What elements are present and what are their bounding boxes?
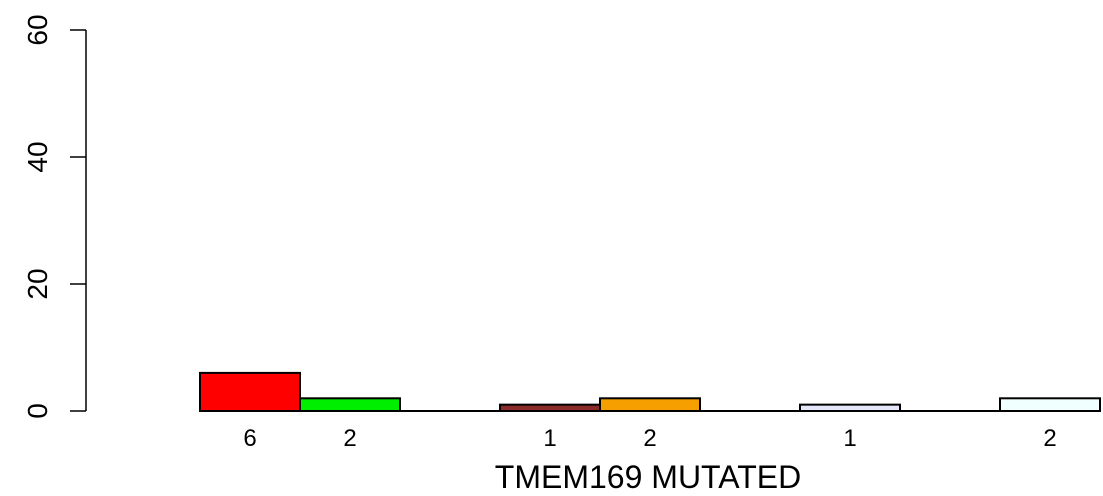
bar (999, 397, 1101, 412)
bar-count-label: 2 (343, 425, 356, 452)
y-tick-label: 60 (22, 14, 53, 45)
y-axis: 0 20 40 60 (22, 14, 87, 419)
x-axis-title: TMEM169 MUTATED (495, 459, 801, 495)
bar-count-label: 2 (643, 425, 656, 452)
bar-count-label: 6 (243, 425, 256, 452)
y-tick-label: 40 (22, 141, 53, 172)
y-tick-label: 0 (22, 403, 53, 419)
bar-labels-group: 6 2 1 2 1 2 (243, 425, 1056, 452)
bar (299, 397, 401, 412)
bars-group (199, 371, 1101, 412)
bar-count-label: 1 (543, 425, 556, 452)
bar (599, 397, 701, 412)
bar (199, 371, 301, 412)
bar-count-label: 2 (1043, 425, 1056, 452)
bar-count-label: 1 (843, 425, 856, 452)
y-tick-label: 20 (22, 268, 53, 299)
